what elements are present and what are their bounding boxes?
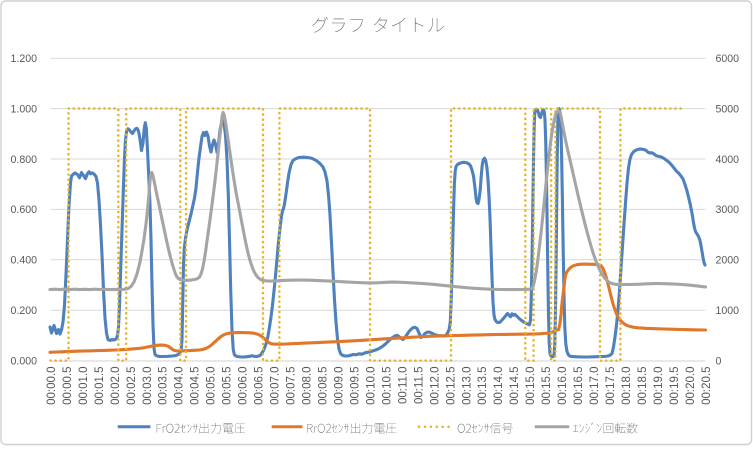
svg-text:00:05.0: 00:05.0 [206,367,218,405]
svg-text:00:16.0: 00:16.0 [557,367,569,405]
svg-text:00:17.5: 00:17.5 [605,367,617,405]
svg-text:3000: 3000 [716,204,740,216]
svg-text:00:19.5: 00:19.5 [669,367,681,405]
svg-text:00:13.0: 00:13.0 [461,367,473,405]
svg-text:00:20.0: 00:20.0 [685,367,697,405]
svg-text:00:10.5: 00:10.5 [381,367,393,405]
svg-text:2000: 2000 [716,255,740,267]
svg-text:00:12.5: 00:12.5 [445,367,457,405]
svg-text:00:00.0: 00:00.0 [46,367,58,405]
svg-text:00:06.5: 00:06.5 [254,367,266,405]
svg-text:00:09.0: 00:09.0 [333,367,345,405]
svg-text:00:14.0: 00:14.0 [493,367,505,405]
svg-text:00:15.5: 00:15.5 [541,367,553,405]
svg-text:00:11.0: 00:11.0 [397,367,409,405]
svg-text:00:00.5: 00:00.5 [62,367,74,405]
svg-text:0.000: 0.000 [10,355,37,367]
svg-text:00:05.5: 00:05.5 [222,367,234,405]
svg-text:00:04.5: 00:04.5 [190,367,202,405]
svg-text:1000: 1000 [716,305,740,317]
svg-text:00:02.0: 00:02.0 [110,367,122,405]
svg-text:00:02.5: 00:02.5 [126,367,138,405]
svg-text:00:16.5: 00:16.5 [573,367,585,405]
svg-text:00:07.0: 00:07.0 [270,367,282,405]
svg-text:6000: 6000 [716,53,740,65]
svg-text:00:10.0: 00:10.0 [365,367,377,405]
svg-text:00:20.5: 00:20.5 [701,367,713,405]
svg-text:1.000: 1.000 [10,103,37,115]
svg-text:0.400: 0.400 [10,255,37,267]
svg-text:1.200: 1.200 [10,53,37,65]
svg-text:00:08.0: 00:08.0 [302,367,314,405]
svg-text:0.800: 0.800 [10,154,37,166]
svg-text:00:18.0: 00:18.0 [621,367,633,405]
svg-text:00:19.0: 00:19.0 [653,367,665,405]
svg-text:00:13.5: 00:13.5 [477,367,489,405]
svg-text:00:15.0: 00:15.0 [525,367,537,405]
svg-text:00:17.0: 00:17.0 [589,367,601,405]
svg-text:0.600: 0.600 [10,204,37,216]
svg-text:00:12.0: 00:12.0 [429,367,441,405]
svg-text:00:18.5: 00:18.5 [637,367,649,405]
svg-text:00:01.5: 00:01.5 [94,367,106,405]
svg-text:00:06.0: 00:06.0 [238,367,250,405]
svg-text:00:11.5: 00:11.5 [413,367,425,405]
svg-text:0.200: 0.200 [10,305,37,317]
svg-text:00:01.0: 00:01.0 [78,367,90,405]
svg-text:5000: 5000 [716,103,740,115]
svg-text:4000: 4000 [716,154,740,166]
svg-text:00:09.5: 00:09.5 [349,367,361,405]
svg-text:00:03.5: 00:03.5 [158,367,170,405]
svg-text:00:04.0: 00:04.0 [174,367,186,405]
svg-text:00:07.5: 00:07.5 [286,367,298,405]
svg-text:00:03.0: 00:03.0 [142,367,154,405]
svg-text:0: 0 [716,355,722,367]
svg-text:00:14.5: 00:14.5 [509,367,521,405]
svg-text:00:08.5: 00:08.5 [317,367,329,405]
